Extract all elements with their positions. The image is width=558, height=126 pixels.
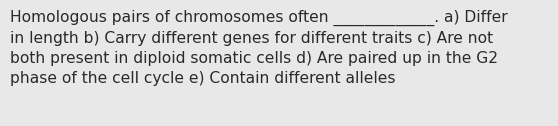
Text: Homologous pairs of chromosomes often _____________. a) Differ
in length b) Carr: Homologous pairs of chromosomes often __… bbox=[10, 10, 508, 86]
